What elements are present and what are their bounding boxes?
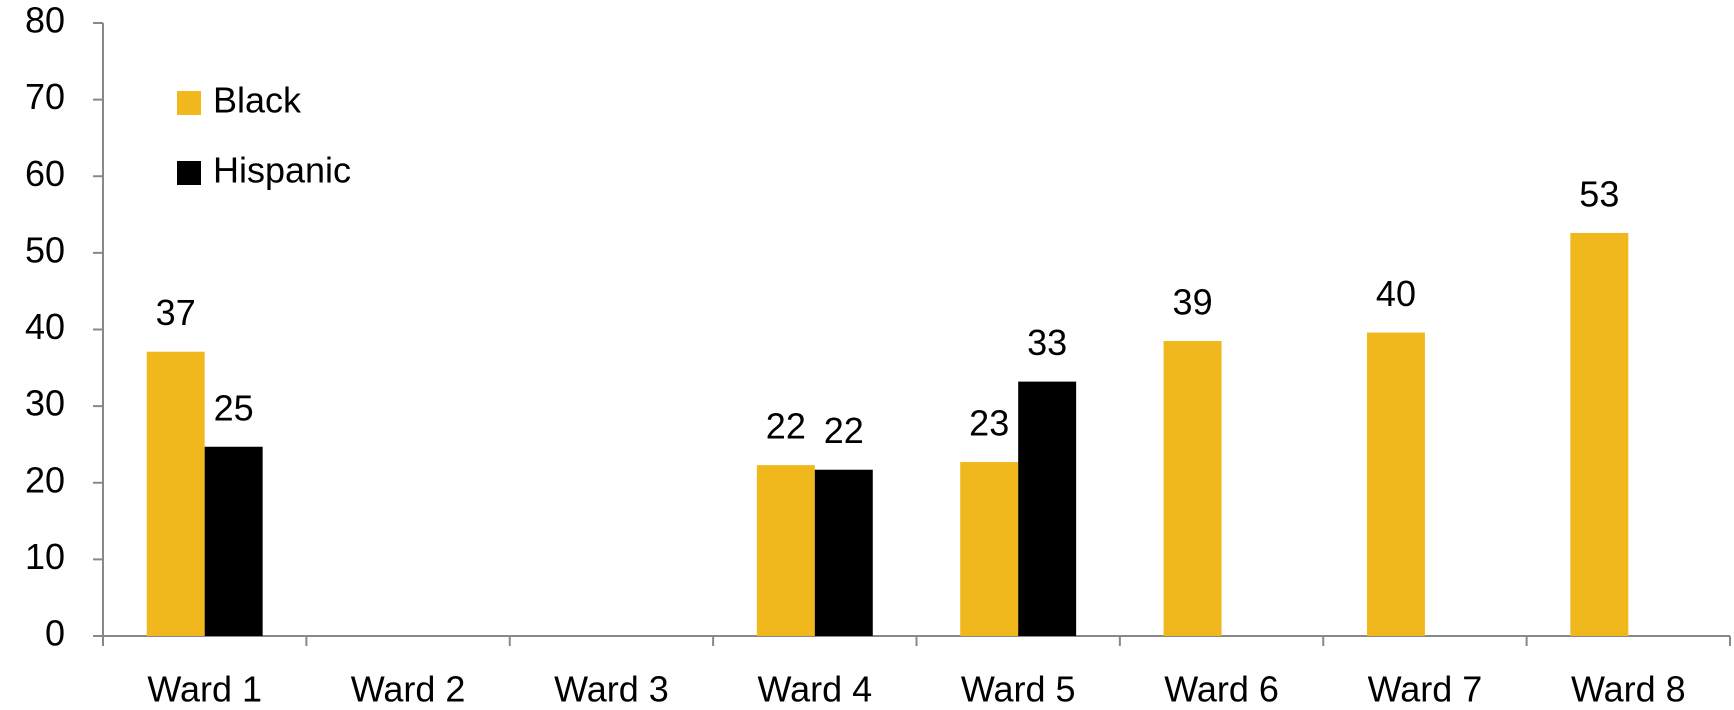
data-label: 53 [1579,173,1619,214]
x-tick-label: Ward 6 [1164,669,1279,710]
legend-swatch [177,161,201,185]
bar [756,465,815,636]
y-tick-label: 20 [25,459,65,500]
bar [814,469,873,636]
y-tick-label: 30 [25,383,65,424]
y-tick-label: 50 [25,229,65,270]
bar [1366,332,1425,636]
x-tick-label: Ward 8 [1571,669,1686,710]
legend-label: Black [213,80,302,121]
data-label: 37 [156,292,196,333]
data-label: 22 [824,410,864,451]
y-tick-label: 70 [25,76,65,117]
x-tick-label: Ward 7 [1368,669,1483,710]
x-tick-label: Ward 1 [147,669,262,710]
data-label: 39 [1173,282,1213,323]
x-tick-label: Ward 3 [554,669,669,710]
bar [960,462,1019,636]
data-label: 23 [969,403,1009,444]
bar [1018,381,1077,636]
data-label: 33 [1027,322,1067,363]
y-tick-label: 40 [25,306,65,347]
bar [1570,232,1629,636]
data-label: 40 [1376,273,1416,314]
y-tick-label: 0 [45,613,65,654]
bar [1163,340,1222,636]
x-tick-label: Ward 4 [757,669,872,710]
data-label: 22 [766,406,806,447]
data-label: 25 [214,387,254,428]
y-tick-label: 80 [25,0,65,41]
y-tick-label: 60 [25,153,65,194]
x-tick-label: Ward 5 [961,669,1076,710]
legend-label: Hispanic [213,150,351,191]
legend-swatch [177,91,201,115]
y-tick-label: 10 [25,536,65,577]
x-tick-label: Ward 2 [351,669,466,710]
bar [146,351,205,636]
bar [204,446,263,636]
